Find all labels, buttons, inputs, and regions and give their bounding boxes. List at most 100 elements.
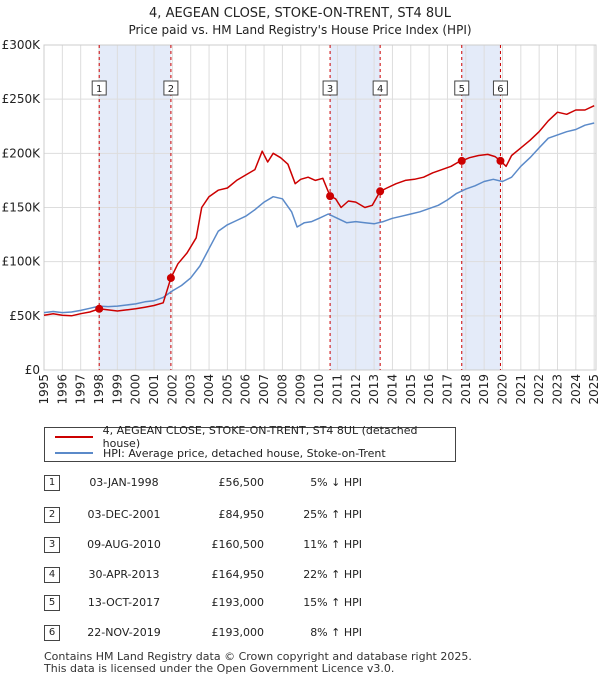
transaction-price: £193,000	[211, 626, 265, 639]
x-tick-label: 1998	[92, 374, 106, 405]
sale-point	[376, 187, 385, 196]
transaction-price: £84,950	[218, 508, 265, 521]
transaction-hpi-diff: 25% ↑ HPI	[303, 508, 362, 521]
sale-label-number: 2	[168, 84, 174, 95]
x-tick-label: 1999	[110, 374, 124, 405]
x-tick-label: 2024	[569, 374, 583, 405]
plot-area-border	[43, 44, 597, 371]
x-tick-label: 2001	[147, 374, 161, 405]
x-tick-label: 2014	[385, 374, 399, 405]
sale-label-number: 4	[377, 84, 383, 95]
x-tick-label: 1997	[74, 374, 88, 405]
sale-point	[457, 156, 466, 165]
chart-subtitle: Price paid vs. HM Land Registry's House …	[128, 23, 471, 37]
transaction-number-badge: 2	[44, 507, 60, 523]
x-tick-label: 2007	[257, 374, 271, 405]
x-tick-label: 2010	[312, 374, 326, 405]
x-tick-label: 2021	[514, 374, 528, 405]
y-tick-label: £100K	[2, 255, 42, 269]
sale-label-box	[492, 80, 508, 96]
transaction-date: 22-NOV-2019	[87, 626, 161, 639]
sale-label-number: 5	[459, 84, 465, 95]
transaction-price: £193,000	[211, 596, 265, 609]
transaction-price: £164,950	[211, 568, 265, 581]
x-tick-label: 2002	[165, 374, 179, 405]
sale-label-number: 6	[497, 84, 503, 95]
x-tick-label: 2000	[129, 374, 143, 405]
y-tick-label: £250K	[2, 92, 42, 106]
x-tick-label: 2011	[330, 374, 344, 405]
x-tick-label: 2015	[404, 374, 418, 405]
sale-label-box	[322, 80, 338, 96]
y-tick-label: £300K	[2, 38, 42, 52]
sale-point	[95, 304, 104, 313]
table-row: 5 13-OCT-2017 £193,000 15% ↑ HPI	[44, 595, 600, 611]
transaction-number-badge: 1	[44, 475, 60, 491]
footer-attribution: Contains HM Land Registry data © Crown c…	[44, 651, 472, 675]
transaction-date: 30-APR-2013	[88, 568, 160, 581]
price-chart: 4, AEGEAN CLOSE, STOKE-ON-TRENT, ST4 8UL…	[2, 6, 600, 405]
y-tick-label: £0	[25, 363, 40, 377]
x-tick-label: 2019	[477, 374, 491, 405]
transaction-hpi-diff: 5% ↓ HPI	[310, 476, 362, 489]
sale-label-number: 3	[327, 84, 333, 95]
transaction-hpi-diff: 15% ↑ HPI	[303, 596, 362, 609]
transaction-number-badge: 5	[44, 595, 60, 611]
legend-item-hpi: HPI: Average price, detached house, Stok…	[45, 445, 386, 461]
transaction-date: 03-JAN-1998	[89, 476, 159, 489]
y-tick-label: £150K	[2, 201, 42, 215]
transaction-hpi-diff: 8% ↑ HPI	[310, 626, 362, 639]
y-tick-label: £50K	[9, 309, 41, 323]
table-row: 1 03-JAN-1998 £56,500 5% ↓ HPI	[44, 475, 600, 491]
x-tick-label: 2004	[202, 374, 216, 405]
sale-point	[326, 192, 335, 201]
x-tick-label: 2012	[349, 374, 363, 405]
x-tick-label: 2022	[532, 374, 546, 405]
x-tick-label: 2005	[220, 374, 234, 405]
table-row: 2 03-DEC-2001 £84,950 25% ↑ HPI	[44, 507, 600, 523]
x-tick-label: 2018	[459, 374, 473, 405]
x-tick-label: 1996	[55, 374, 69, 405]
table-row: 3 09-AUG-2010 £160,500 11% ↑ HPI	[44, 537, 600, 553]
transaction-date: 09-AUG-2010	[87, 538, 161, 551]
transaction-hpi-diff: 22% ↑ HPI	[303, 568, 362, 581]
legend-label-hpi: HPI: Average price, detached house, Stok…	[103, 446, 386, 460]
chart-legend: 4, AEGEAN CLOSE, STOKE-ON-TRENT, ST4 8UL…	[44, 424, 456, 462]
x-tick-label: 2017	[440, 374, 454, 405]
sale-point	[496, 156, 505, 165]
x-tick-label: 2009	[294, 374, 308, 405]
x-tick-label: 2008	[275, 374, 289, 405]
sale-label-number: 1	[96, 84, 102, 95]
x-tick-label: 2006	[239, 374, 253, 405]
transaction-hpi-diff: 11% ↑ HPI	[303, 538, 362, 551]
transaction-number-badge: 6	[44, 625, 60, 641]
sale-point	[166, 273, 175, 282]
legend-swatch-hpi	[55, 452, 93, 454]
sale-label-box	[372, 80, 388, 96]
chart-title: 4, AEGEAN CLOSE, STOKE-ON-TRENT, ST4 8UL	[149, 6, 452, 21]
x-tick-label: 2023	[550, 374, 564, 405]
sale-label-box	[454, 80, 470, 96]
x-tick-label: 2020	[495, 374, 509, 405]
x-tick-label: 2016	[422, 374, 436, 405]
x-tick-label: 2025	[587, 374, 600, 405]
legend-swatch-property	[55, 436, 93, 438]
transaction-date: 13-OCT-2017	[87, 596, 161, 609]
sale-label-box	[163, 80, 179, 96]
x-tick-label: 2013	[367, 374, 381, 405]
footer-copyright: Contains HM Land Registry data © Crown c…	[44, 650, 472, 663]
y-tick-label: £200K	[2, 146, 42, 160]
legend-label-property: 4, AEGEAN CLOSE, STOKE-ON-TRENT, ST4 8UL…	[102, 424, 418, 450]
transaction-price: £56,500	[218, 476, 265, 489]
transaction-number-badge: 4	[44, 567, 60, 583]
x-tick-label: 1995	[37, 374, 51, 405]
table-row: 6 22-NOV-2019 £193,000 8% ↑ HPI	[44, 625, 600, 641]
transaction-date: 03-DEC-2001	[87, 508, 161, 521]
legend-item-property: 4, AEGEAN CLOSE, STOKE-ON-TRENT, ST4 8UL…	[45, 424, 455, 450]
transaction-number-badge: 3	[44, 537, 60, 553]
transaction-price: £160,500	[211, 538, 265, 551]
table-row: 4 30-APR-2013 £164,950 22% ↑ HPI	[44, 567, 600, 583]
hpi-series-line	[43, 122, 595, 314]
x-tick-label: 2003	[184, 374, 198, 405]
sale-label-box	[91, 80, 107, 96]
